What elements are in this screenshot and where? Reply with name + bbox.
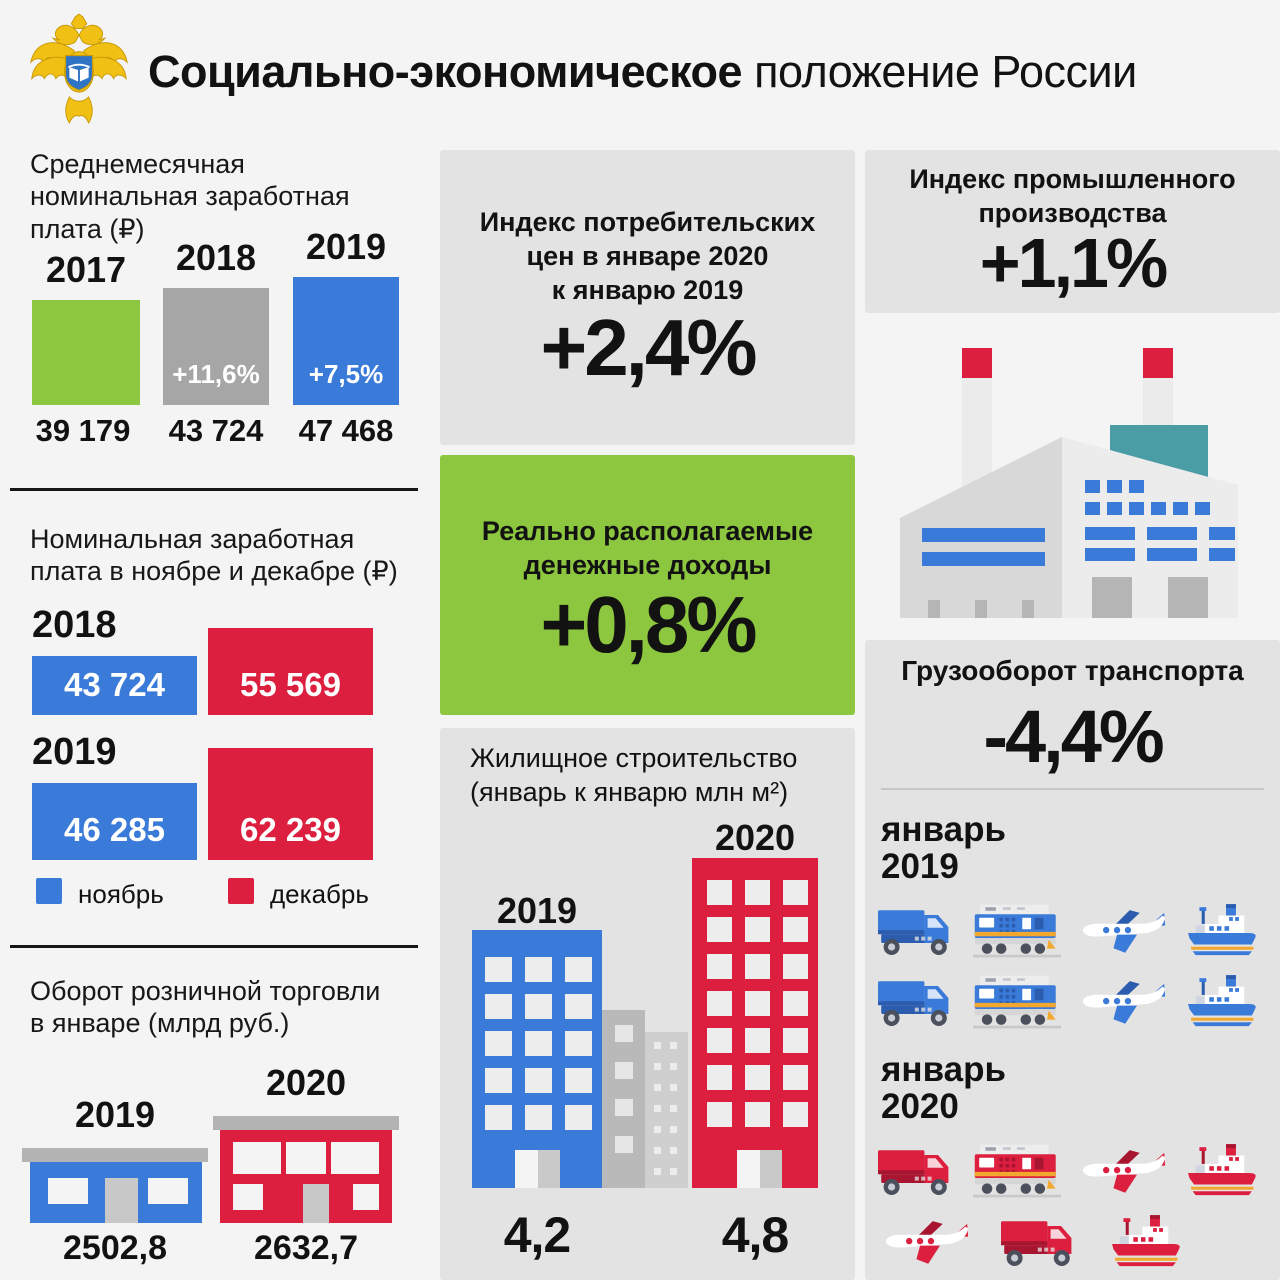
freight-period-label: январь 2019 [881,810,1006,886]
housing-title: Жилищное строительство (январь к январю … [470,743,798,807]
novdec-year-2018: 2018 [32,604,117,646]
avg-wage-change-2018: +11,6% [172,359,260,389]
ship-icon [1185,900,1261,960]
panel-freight: Грузооборот транспорта -4,4% январь 2019 [865,640,1280,1280]
avg-wage-year-2019: 2019 [305,226,387,267]
store-2019-icon [22,1148,208,1223]
truck-icon [1001,1213,1081,1271]
page-title-rest: положение России [742,46,1137,97]
store-2020-icon [213,1116,399,1223]
income-value: +0,8% [540,580,757,669]
housing-buildings-icon [472,858,818,1188]
ship-icon [1185,1140,1261,1200]
industry-title: Индекс промышленного производства [909,164,1236,228]
factory-icon [900,348,1238,618]
panel-housing: Жилищное строительство (январь к январю … [440,728,855,1280]
divider [10,945,418,948]
legend-swatch-november [36,878,62,904]
train-icon [972,1142,1061,1200]
retail-value-2019: 2502,8 [63,1229,167,1267]
rosstat-emblem-icon [30,13,128,125]
freight-title: Грузооборот транспорта [901,655,1244,686]
freight-period-label: январь 2020 [881,1050,1006,1126]
freight-value: -4,4% [983,695,1164,778]
truck-icon [878,1142,958,1200]
plane-icon [878,1213,973,1271]
avg-wage-bar-2019: +7,5% [293,277,399,405]
plane-icon [1075,973,1170,1031]
avg-wage-value-2018: 43 724 [168,413,264,448]
plane-icon [1075,902,1170,960]
page-title: Социально-экономическое положение России [148,46,1137,98]
avg-wage-change-2019: +7,5% [308,359,384,389]
divider [881,788,1264,790]
cpi-title: Индекс потребительских цен в январе 2020… [479,207,816,305]
housing-value-2020: 4,8 [721,1207,790,1263]
housing-year-2019: 2019 [496,890,578,931]
novdec-value-2019-november: 46 285 [64,811,165,848]
panel-income: Реально располагаемые денежные доходы +0… [440,455,855,715]
novdec-value-2018-november: 43 724 [64,666,165,703]
ship-icon [1109,1211,1185,1271]
novdec-year-2019: 2019 [32,731,117,773]
retail-year-2019: 2019 [74,1094,156,1135]
truck-icon [878,973,958,1031]
cpi-value: +2,4% [540,303,757,392]
avg-wage-bar-2018: +11,6% [163,288,269,405]
avg-wage-bar-2017 [32,300,140,405]
avg-wage-title: Среднемесячная номинальная заработная пл… [30,149,350,244]
retail-title: Оборот розничной торговли в январе (млрд… [30,976,381,1039]
novdec-bar-2018-november: 43 724 [32,656,197,715]
plane-icon [1075,1142,1170,1200]
industry-value: +1,1% [979,224,1168,302]
novdec-bar-2019-november: 46 285 [32,783,197,860]
train-icon [972,902,1061,960]
avg-wage-value-2017: 39 179 [35,413,131,448]
train-icon [972,973,1061,1031]
retail-year-2020: 2020 [265,1062,347,1103]
novdec-bar-2019-december: 62 239 [208,748,373,860]
avg-wage-year-2018: 2018 [175,237,257,278]
panel-industry: Индекс промышленного производства +1,1% [865,150,1280,313]
housing-year-2020: 2020 [714,817,796,858]
income-title: Реально располагаемые денежные доходы [481,516,814,580]
avg-wage-value-2019: 47 468 [298,413,394,448]
avg-wage-year-2017: 2017 [45,249,127,290]
retail-value-2020: 2632,7 [254,1229,358,1267]
freight-period-2019: январь 2019 [878,810,1264,1036]
housing-value-2019: 4,2 [503,1207,572,1263]
freight-icon-rows [878,1134,1261,1271]
novdec-value-2018-december: 55 569 [240,666,341,703]
legend-label-november: ноябрь [78,879,164,909]
freight-icon-rows [878,894,1261,1031]
legend-swatch-december [228,878,254,904]
novdec-bar-2018-december: 55 569 [208,628,373,715]
truck-icon [878,902,958,960]
page-title-bold: Социально-экономическое [148,46,743,97]
legend-label-december: декабрь [270,879,369,909]
divider [10,488,418,491]
panel-cpi: Индекс потребительских цен в январе 2020… [440,150,855,445]
novdec-wage-title: Номинальная заработная плата в ноябре и … [30,524,398,587]
ship-icon [1185,971,1261,1031]
novdec-value-2019-december: 62 239 [240,811,341,848]
freight-period-2020: январь 2020 [878,1050,1264,1276]
